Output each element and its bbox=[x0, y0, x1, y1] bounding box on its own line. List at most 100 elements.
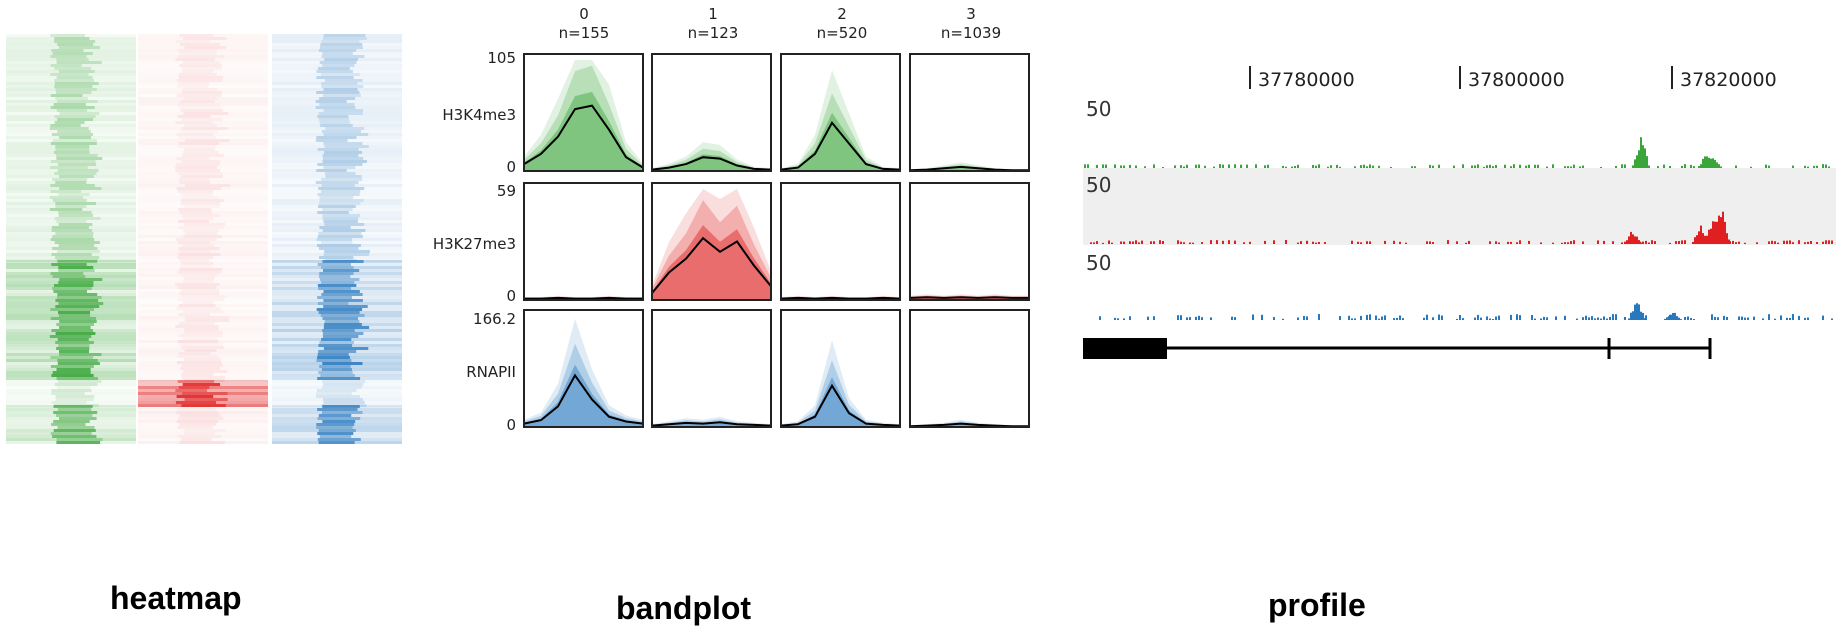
profile-signal-bar bbox=[1645, 315, 1647, 320]
heatmap-row-peak bbox=[180, 199, 224, 202]
heatmap-row-peak bbox=[322, 64, 355, 67]
heatmap-row-peak bbox=[318, 441, 355, 444]
heatmap-row-peak bbox=[51, 423, 86, 426]
heatmap-row-peak bbox=[59, 136, 91, 139]
profile-signal-bar bbox=[1102, 242, 1104, 244]
profile-signal-bar bbox=[1306, 240, 1308, 244]
heatmap-row bbox=[138, 46, 268, 49]
profile-signal-bar bbox=[1582, 165, 1584, 168]
profile-signal-bar bbox=[1192, 242, 1194, 244]
heatmap-row-peak bbox=[52, 247, 98, 250]
profile-signal-bar bbox=[1783, 240, 1785, 244]
profile-signal-bar bbox=[1159, 240, 1161, 244]
heatmap-row bbox=[138, 34, 268, 37]
profile-signal-bar bbox=[1480, 317, 1482, 320]
profile-signal-bar bbox=[1366, 241, 1368, 244]
profile-signal-bar bbox=[1186, 317, 1188, 320]
heatmap-row bbox=[272, 43, 402, 46]
heatmap-row-peak bbox=[321, 293, 363, 296]
heatmap-row bbox=[272, 211, 402, 214]
coord-label-1: 37780000 bbox=[1258, 69, 1355, 91]
heatmap-row-peak bbox=[51, 133, 93, 136]
heatmap-row-peak bbox=[53, 405, 93, 408]
heatmap-row-peak bbox=[184, 398, 228, 401]
heatmap-row-peak bbox=[183, 112, 229, 115]
band-outer bbox=[652, 142, 771, 171]
heatmap-row bbox=[138, 124, 268, 127]
heatmap-row-peak bbox=[52, 435, 97, 438]
profile-signal-bar bbox=[1519, 164, 1521, 168]
profile-track-h3k4me3 bbox=[1084, 137, 1830, 168]
heatmap-row bbox=[272, 58, 402, 61]
heatmap-row-peak bbox=[317, 417, 361, 420]
heatmap-row bbox=[272, 184, 402, 187]
heatmap-row bbox=[272, 229, 402, 232]
heatmap-row bbox=[272, 166, 402, 169]
profile-signal-bar bbox=[1654, 241, 1656, 244]
heatmap-row-peak bbox=[178, 178, 209, 181]
heatmap-row-peak bbox=[184, 97, 217, 100]
band-outer bbox=[781, 70, 900, 171]
heatmap-row bbox=[6, 193, 136, 196]
cluster-header-2: 2 n=520 bbox=[817, 5, 868, 42]
profile-signal-bar bbox=[1339, 166, 1341, 168]
heatmap-row bbox=[138, 55, 268, 58]
band-middle bbox=[524, 343, 643, 427]
profile-signal-bar bbox=[1537, 164, 1539, 168]
profile-signal-bar bbox=[1423, 317, 1425, 320]
heatmap-row-peak bbox=[321, 130, 361, 133]
heatmap-row bbox=[138, 379, 268, 382]
heatmap-row-peak bbox=[176, 85, 209, 88]
heatmap-row-peak bbox=[317, 432, 354, 435]
profile-signal-bar bbox=[1786, 317, 1788, 320]
heatmap-row-peak bbox=[319, 272, 354, 275]
heatmap-row-peak bbox=[55, 181, 87, 184]
heatmap-row-peak bbox=[318, 287, 351, 290]
profile-signal-bar bbox=[1366, 314, 1368, 320]
heatmap-row-peak bbox=[55, 97, 88, 100]
heatmap-row-peak bbox=[317, 211, 349, 214]
heatmap-row-peak bbox=[183, 280, 213, 283]
band-median-line bbox=[780, 383, 901, 427]
heatmap-row-peak bbox=[178, 247, 220, 250]
heatmap-row bbox=[272, 187, 402, 190]
heatmap-row bbox=[272, 37, 402, 40]
heatmap-row-peak bbox=[184, 139, 230, 142]
heatmap-row-peak bbox=[181, 67, 222, 70]
profile-signal-bar bbox=[1684, 240, 1686, 244]
heatmap-row-peak bbox=[315, 181, 359, 184]
heatmap-row-peak bbox=[318, 344, 353, 347]
profile-signal-bar bbox=[1828, 166, 1830, 168]
profile-peak-bar bbox=[1668, 316, 1670, 320]
heatmap-row-peak bbox=[54, 217, 101, 220]
heatmap-row-peak bbox=[321, 55, 365, 58]
heatmap-row-peak bbox=[184, 328, 219, 331]
profile-signal-bar bbox=[1552, 242, 1554, 244]
profile-signal-bar bbox=[1117, 318, 1119, 320]
profile-peak-bar bbox=[1636, 236, 1638, 244]
profile-signal-bar bbox=[1147, 316, 1149, 320]
heatmap-row bbox=[138, 181, 268, 184]
heatmap-row bbox=[138, 139, 268, 142]
heatmap-row bbox=[272, 70, 402, 73]
heatmap-row bbox=[6, 241, 136, 244]
heatmap-row-peak bbox=[59, 350, 89, 353]
heatmap-row-peak bbox=[178, 55, 225, 58]
heatmap-row bbox=[138, 328, 268, 331]
heatmap-row-peak bbox=[57, 293, 98, 296]
heatmap-row bbox=[6, 88, 136, 91]
profile-signal-bar bbox=[1360, 242, 1362, 244]
heatmap-row-peak bbox=[318, 112, 363, 115]
heatmap-row bbox=[138, 435, 268, 438]
profile-signal-bar bbox=[1336, 164, 1338, 168]
heatmap-row-peak bbox=[58, 214, 94, 217]
heatmap-row-peak bbox=[323, 269, 360, 272]
heatmap-row-peak bbox=[50, 190, 82, 193]
heatmap-row-peak bbox=[57, 408, 92, 411]
profile-signal-bar bbox=[1813, 165, 1815, 168]
heatmap-row bbox=[272, 256, 402, 259]
profile-signal-bar bbox=[1624, 317, 1626, 320]
profile-signal-bar bbox=[1162, 167, 1164, 168]
heatmap-row-peak bbox=[52, 52, 93, 55]
heatmap-row bbox=[272, 426, 402, 429]
